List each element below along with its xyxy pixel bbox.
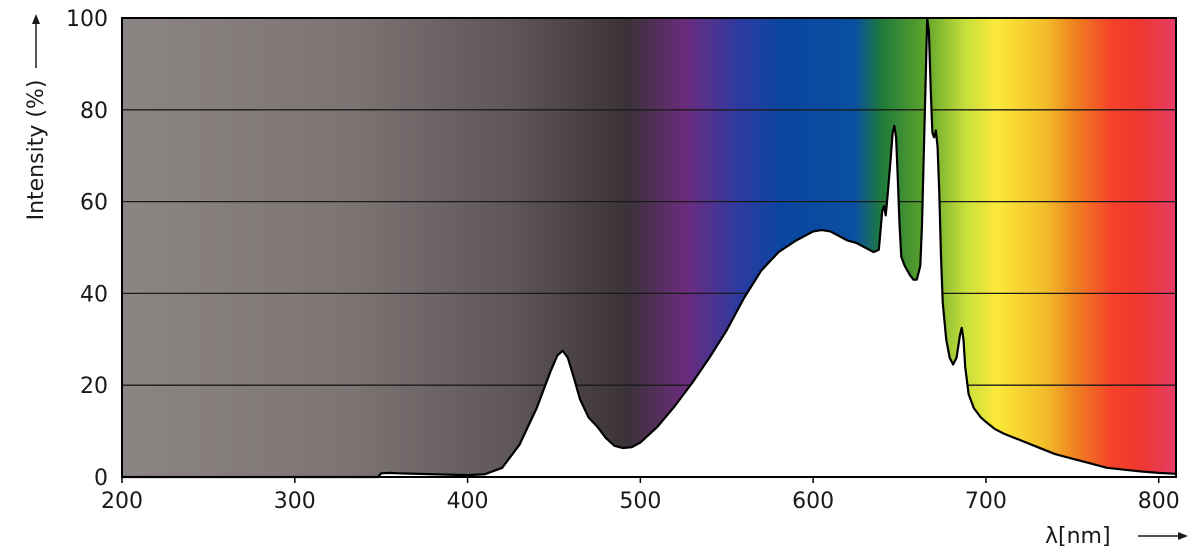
x-tick-label-700: 700	[965, 489, 1007, 514]
series-area	[122, 16, 1177, 479]
series-line-0	[122, 16, 1177, 479]
y-tick-label-80: 80	[80, 99, 108, 124]
y-tick-label-40: 40	[80, 282, 108, 307]
x-tick-label-300: 300	[274, 489, 316, 514]
y-axis-title-group: Intensity (%)	[24, 80, 49, 221]
x-axis-arrow	[1138, 532, 1188, 540]
series-area-fill-0	[122, 18, 1176, 477]
y-tick-label-0: 0	[94, 466, 108, 491]
y-axis-ticks: 0 20 40 60 80 100	[66, 7, 108, 491]
y-tick-label-20: 20	[80, 374, 108, 399]
y-axis-title: Intensity (%)	[24, 80, 49, 221]
grid-lines	[122, 109, 1176, 386]
x-tick-label-500: 500	[619, 489, 661, 514]
y-tick-label-100: 100	[66, 7, 108, 32]
x-tick-label-800: 800	[1138, 489, 1180, 514]
x-axis-title: λ[nm]	[1045, 524, 1111, 549]
y-axis-arrow	[32, 14, 40, 68]
y-tick-label-60: 60	[80, 191, 108, 216]
spectrum-background	[122, 18, 1176, 477]
plot-frame	[121, 17, 1177, 478]
x-axis-ticks: 200 300 400 500 600 700 800	[101, 477, 1180, 514]
x-tick-label-200: 200	[101, 489, 143, 514]
x-tick-label-400: 400	[447, 489, 489, 514]
x-tick-label-600: 600	[792, 489, 834, 514]
